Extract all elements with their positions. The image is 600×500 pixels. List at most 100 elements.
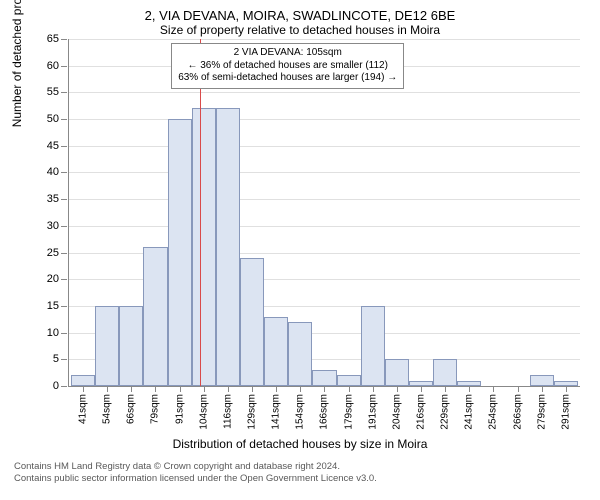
bar (264, 317, 288, 386)
x-tick (300, 386, 301, 392)
x-tick (349, 386, 350, 392)
bar (312, 370, 336, 386)
x-tick (228, 386, 229, 392)
bar-slot: 91sqm (168, 39, 192, 386)
y-axis-label: Number of detached properties (10, 0, 24, 127)
y-tick-label: 50 (47, 113, 59, 125)
x-tick (180, 386, 181, 392)
x-tick-label: 254sqm (488, 394, 499, 430)
y-tick (61, 333, 67, 334)
bar-slot: 104sqm (192, 39, 216, 386)
x-tick-label: 104sqm (198, 394, 209, 430)
x-tick-label: 279sqm (536, 394, 547, 430)
bar (385, 359, 409, 386)
y-tick (61, 226, 67, 227)
annotation-line1: 2 VIA DEVANA: 105sqm (178, 47, 397, 60)
x-tick (107, 386, 108, 392)
bar-slot: 266sqm (506, 39, 530, 386)
bar (192, 108, 216, 386)
y-tick-label: 25 (47, 247, 59, 259)
plot-area: 0510152025303540455055606541sqm54sqm66sq… (68, 39, 580, 387)
bar-slot: 129sqm (240, 39, 264, 386)
x-tick-label: 54sqm (102, 394, 113, 424)
x-tick-label: 129sqm (247, 394, 258, 430)
bar-slot: 179sqm (337, 39, 361, 386)
bar (433, 359, 457, 386)
annotation-line2: ← 36% of detached houses are smaller (11… (178, 60, 397, 73)
annotation-box: 2 VIA DEVANA: 105sqm ← 36% of detached h… (171, 43, 404, 89)
x-tick-label: 229sqm (440, 394, 451, 430)
bar (95, 306, 119, 386)
x-tick (445, 386, 446, 392)
y-tick-label: 55 (47, 86, 59, 98)
y-tick-label: 45 (47, 140, 59, 152)
annotation-line3: 63% of semi-detached houses are larger (… (178, 72, 397, 85)
x-tick (518, 386, 519, 392)
bar-slot: 254sqm (481, 39, 505, 386)
x-tick (421, 386, 422, 392)
footer-line2: Contains public sector information licen… (14, 473, 586, 485)
chart-footer: Contains HM Land Registry data © Crown c… (10, 451, 590, 486)
chart-container: 2, VIA DEVANA, MOIRA, SWADLINCOTE, DE12 … (0, 0, 600, 500)
bar-slot: 216sqm (409, 39, 433, 386)
x-tick-label: 41sqm (78, 394, 89, 424)
y-tick (61, 386, 67, 387)
x-tick-label: 154sqm (295, 394, 306, 430)
bar-slot: 279sqm (530, 39, 554, 386)
y-tick (61, 146, 67, 147)
bar-slot: 241sqm (457, 39, 481, 386)
bar-slot: 154sqm (288, 39, 312, 386)
x-tick-label: 116sqm (222, 394, 233, 429)
x-tick-label: 166sqm (319, 394, 330, 430)
bars-row: 41sqm54sqm66sqm79sqm91sqm104sqm116sqm129… (69, 39, 580, 386)
y-tick (61, 306, 67, 307)
x-tick (324, 386, 325, 392)
x-tick (566, 386, 567, 392)
y-tick-label: 5 (53, 353, 59, 365)
y-tick-label: 35 (47, 193, 59, 205)
y-tick (61, 92, 67, 93)
y-tick (61, 119, 67, 120)
y-tick (61, 253, 67, 254)
x-tick (155, 386, 156, 392)
reference-line (200, 39, 202, 386)
footer-line1: Contains HM Land Registry data © Crown c… (14, 461, 586, 473)
x-tick-label: 79sqm (150, 394, 161, 424)
y-tick-label: 20 (47, 273, 59, 285)
bar-slot: 66sqm (119, 39, 143, 386)
y-tick (61, 279, 67, 280)
x-tick (493, 386, 494, 392)
y-tick-label: 30 (47, 220, 59, 232)
bar (143, 247, 167, 386)
x-tick-label: 179sqm (343, 394, 354, 430)
bar-slot: 79sqm (143, 39, 167, 386)
chart-title-main: 2, VIA DEVANA, MOIRA, SWADLINCOTE, DE12 … (10, 8, 590, 23)
y-tick (61, 172, 67, 173)
x-tick (204, 386, 205, 392)
y-tick-label: 0 (53, 380, 59, 392)
bar-slot: 54sqm (95, 39, 119, 386)
y-tick-label: 15 (47, 300, 59, 312)
chart-title-sub: Size of property relative to detached ho… (10, 23, 590, 37)
x-tick-label: 66sqm (126, 394, 137, 424)
bar (168, 119, 192, 386)
x-axis-label: Distribution of detached houses by size … (10, 437, 590, 451)
x-tick-label: 291sqm (560, 394, 571, 430)
x-tick-label: 241sqm (464, 394, 475, 430)
bar-slot: 141sqm (264, 39, 288, 386)
x-tick-label: 266sqm (512, 394, 523, 430)
bar-slot: 116sqm (216, 39, 240, 386)
x-tick (469, 386, 470, 392)
bar (71, 375, 95, 386)
x-tick-label: 204sqm (391, 394, 402, 430)
x-tick (373, 386, 374, 392)
y-tick (61, 199, 67, 200)
y-tick-label: 10 (47, 327, 59, 339)
x-tick (542, 386, 543, 392)
bar-slot: 166sqm (312, 39, 336, 386)
bar-slot: 229sqm (433, 39, 457, 386)
x-tick (131, 386, 132, 392)
x-tick-label: 216sqm (416, 394, 427, 430)
x-tick-label: 141sqm (271, 394, 282, 430)
y-tick (61, 39, 67, 40)
